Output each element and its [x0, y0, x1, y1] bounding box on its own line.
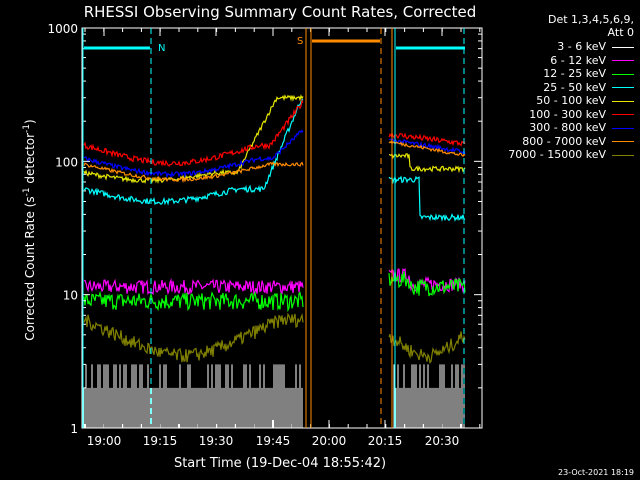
series-800-7000-keV	[83, 140, 466, 184]
legend-swatch	[612, 114, 634, 115]
x-tick-label: 20:30	[425, 434, 460, 448]
series-50-100-keV	[83, 94, 466, 184]
legend-item: 6 - 12 keV	[550, 54, 634, 68]
x-tick-label: 19:15	[143, 434, 178, 448]
legend-swatch	[612, 154, 634, 156]
legend-item-label: 25 - 50 keV	[543, 80, 606, 94]
y-axis-label: Corrected Count Rate (s-1 detector-1)	[22, 119, 37, 340]
series-line	[83, 290, 304, 313]
series-25-50-keV	[83, 98, 466, 222]
y-axis-label-sup1: -1	[22, 187, 32, 196]
series-line	[83, 161, 304, 184]
legend-swatch	[612, 87, 634, 88]
y-axis-label-mid: detector	[23, 133, 37, 188]
footer-date: 23-Oct-2021 18:19	[558, 468, 634, 477]
chart-title: RHESSI Observing Summary Count Rates, Co…	[84, 3, 477, 21]
series-line	[388, 271, 466, 297]
legend-item-label: 12 - 25 keV	[543, 67, 606, 80]
legend-item: 800 - 7000 keV	[522, 135, 634, 149]
data-series-group	[83, 94, 466, 428]
y-tick-label: 1	[70, 422, 78, 436]
legend-item: 7000 - 15000 keV	[508, 148, 634, 162]
series-12-25-keV	[83, 271, 466, 313]
legend-header-2: Att 0	[607, 26, 634, 39]
x-tick-label: 20:00	[312, 434, 347, 448]
saa-flag-label: S	[297, 36, 303, 47]
series-line	[388, 152, 466, 174]
legend-swatch	[612, 100, 634, 102]
x-tick-label: 19:30	[199, 434, 234, 448]
x-axis-label: Start Time (19-Dec-04 18:55:42)	[174, 456, 386, 471]
series-line	[83, 98, 304, 167]
legend-header-1: Det 1,3,4,5,6,9,	[547, 13, 634, 26]
series-line	[388, 131, 466, 147]
legend-item: 50 - 100 keV	[536, 94, 634, 108]
legend-swatch	[612, 46, 634, 48]
legend-item-label: 6 - 12 keV	[550, 53, 606, 67]
series-7000-15000-keV	[83, 312, 466, 364]
night-flag-label: N	[158, 43, 165, 54]
legend-item-label: 7000 - 15000 keV	[508, 148, 606, 161]
series-line	[83, 278, 304, 297]
series-line	[388, 331, 466, 364]
series-line	[83, 94, 304, 184]
legend-item: 100 - 300 keV	[529, 108, 634, 122]
legend-item: 3 - 6 keV	[557, 40, 634, 54]
legend-item-label: 3 - 6 keV	[557, 40, 606, 53]
legend-item-label: 50 - 100 keV	[536, 94, 606, 107]
series-100-300-keV	[83, 98, 466, 167]
legend-item-label: 800 - 7000 keV	[522, 134, 606, 148]
axes-group: 1 10 100 1000 19:00 19:15 19:30 19:45 20:00 20:15…	[47, 22, 483, 448]
series-line	[83, 312, 304, 363]
plot-frame	[81, 27, 483, 429]
y-axis-label-end: )	[23, 119, 37, 124]
series-line	[83, 98, 304, 206]
series-3-6-keV	[83, 364, 465, 428]
legend-swatch	[612, 141, 634, 142]
y-axis-label-main: Corrected Count Rate (s	[23, 196, 37, 340]
legend-swatch	[612, 60, 634, 61]
x-tick-label: 19:45	[256, 434, 291, 448]
legend-item: 300 - 800 keV	[529, 121, 634, 135]
legend-item: 25 - 50 keV	[543, 81, 634, 95]
series-line	[83, 364, 465, 428]
series-line	[388, 140, 466, 158]
y-tick-label: 1000	[47, 22, 78, 36]
x-tick-label: 20:15	[368, 434, 403, 448]
y-tick-label: 100	[55, 155, 78, 169]
legend-swatch	[612, 73, 634, 75]
legend-item: 12 - 25 keV	[543, 67, 634, 81]
series-line	[83, 129, 304, 179]
legend-swatch	[612, 127, 634, 129]
y-axis-label-sup2: -1	[22, 124, 32, 133]
series-line	[388, 175, 466, 222]
legend-item-label: 300 - 800 keV	[529, 121, 606, 134]
legend-item-label: 100 - 300 keV	[529, 107, 606, 121]
y-tick-label: 10	[63, 289, 78, 303]
x-tick-label: 19:00	[87, 434, 122, 448]
